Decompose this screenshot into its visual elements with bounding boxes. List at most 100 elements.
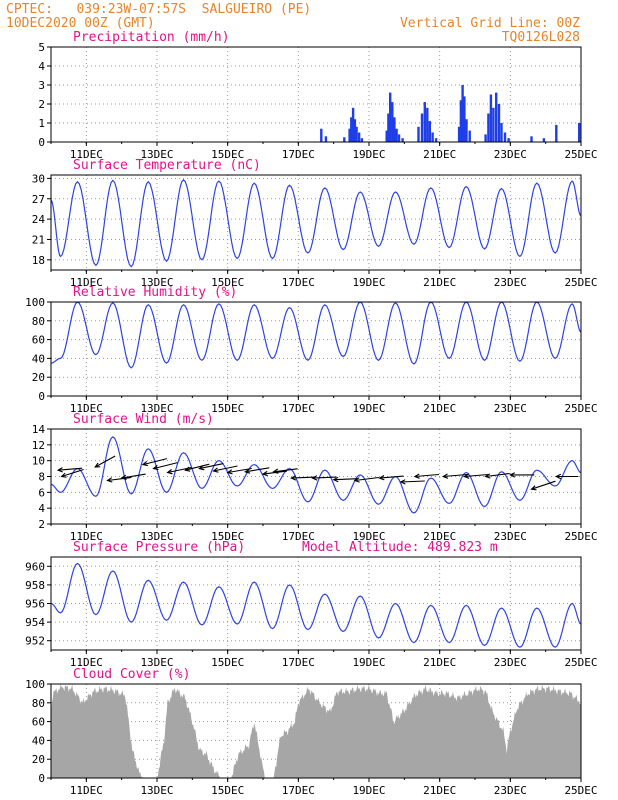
temp-ytick-label: 18	[32, 254, 45, 267]
wind-arrow	[273, 468, 298, 473]
pressure-annotation: Model Altitude: 489.823 m	[302, 540, 498, 555]
precip-bar	[492, 107, 495, 142]
precip-xtick-label: 11DEC	[70, 148, 103, 161]
precip-bar	[320, 128, 323, 142]
temp-grid	[51, 175, 582, 270]
temp-xtick-label: 25DEC	[564, 276, 597, 289]
rh-xtick-label: 11DEC	[70, 402, 103, 415]
header-line1-right: Vertical Grid Line: 00Z	[400, 16, 580, 31]
wind-arrow-head	[184, 466, 191, 472]
temp-title: Surface Temperature (nC)	[73, 158, 261, 173]
pressure-xtick-label: 21DEC	[423, 656, 456, 669]
rh-xtick-label: 23DEC	[494, 402, 527, 415]
precip-bar	[357, 132, 361, 142]
cloud-xtick-label: 19DEC	[352, 784, 385, 797]
precip-bar	[500, 123, 503, 142]
pressure-ytick-label: 952	[25, 635, 45, 648]
panel-temp: Surface Temperature (nC) 18 21 24 27 30 11DEC 1…	[32, 158, 598, 289]
wind-arrow-head	[290, 475, 297, 481]
pressure-xtick-label: 15DEC	[211, 656, 244, 669]
precip-bar	[387, 113, 390, 142]
temp-xtick-label: 13DEC	[140, 276, 173, 289]
wind-xtick-label: 23DEC	[494, 530, 527, 543]
wind-arrow	[58, 467, 83, 471]
cloud-frame	[50, 683, 582, 779]
wind-arrow-head	[94, 462, 101, 468]
wind-arrow-head	[226, 469, 233, 475]
wind-data	[51, 436, 581, 514]
wind-title: Surface Wind (m/s)	[73, 412, 214, 427]
pressure-ytick-label: 958	[25, 579, 45, 592]
wind-arrow	[107, 476, 132, 482]
wind-arrow-head	[166, 469, 173, 475]
wind-arrow	[199, 463, 224, 470]
wind-xtick-label: 21DEC	[423, 530, 456, 543]
wind-arrow	[153, 462, 178, 470]
precip-bar	[420, 113, 424, 142]
temp-xtick-label: 11DEC	[70, 276, 103, 289]
wind-arrow	[400, 480, 425, 483]
precip-bar	[360, 138, 364, 142]
cloud-ytick-label: 40	[32, 734, 45, 747]
wind-arrow	[227, 467, 252, 474]
pressure-xtick-label: 13DEC	[140, 656, 173, 669]
wind-xtick-label: 13DEC	[140, 530, 173, 543]
wind-arrow-head	[332, 476, 339, 483]
precip-bar	[459, 100, 463, 142]
precip-bar	[503, 132, 507, 142]
precip-bar	[578, 123, 581, 142]
cloud-xtick-label: 15DEC	[211, 784, 244, 797]
wind-arrow-head	[555, 473, 562, 480]
precip-bar	[461, 85, 464, 142]
wind-xtick-label: 11DEC	[70, 530, 103, 543]
rh-xtick-label: 17DEC	[282, 402, 315, 415]
pressure-xtick-label: 25DEC	[564, 656, 597, 669]
precip-ytick-label: 2	[38, 98, 45, 111]
wind-arrow	[443, 473, 468, 478]
temp-ytick-label: 24	[32, 213, 46, 226]
pressure-grid	[51, 557, 582, 650]
pressure-ytick-label: 956	[25, 598, 45, 611]
cloud-title: Cloud Cover (%)	[73, 667, 190, 682]
wind-ytick-label: 14	[32, 423, 46, 436]
temp-ytick-label: 27	[32, 193, 45, 206]
precip-xtick-label: 21DEC	[423, 148, 456, 161]
precip-bar	[353, 119, 357, 142]
precip-bar	[343, 137, 346, 142]
wind-arrow-head	[60, 472, 67, 478]
wind-arrow-head	[353, 477, 360, 483]
temp-ytick-label: 21	[32, 233, 45, 246]
precip-bar	[431, 132, 434, 142]
cloud-data	[51, 684, 581, 778]
pressure-title: Surface Pressure (hPa)	[73, 540, 245, 555]
wind-arrow	[312, 476, 337, 479]
pressure-ytick-label: 954	[25, 616, 45, 629]
pressure-xtick-label: 11DEC	[70, 656, 103, 669]
precip-xtick-label: 25DEC	[564, 148, 597, 161]
cloud-xtick-label: 21DEC	[423, 784, 456, 797]
wind-arrow	[333, 478, 358, 481]
precip-bar	[351, 107, 355, 142]
wind-arrow	[531, 480, 556, 490]
wind-arrows	[56, 455, 579, 491]
wind-xtick-label: 25DEC	[564, 530, 597, 543]
wind-xtick-label: 17DEC	[282, 530, 315, 543]
precip-xtick-label: 19DEC	[352, 148, 385, 161]
precip-bar	[463, 96, 466, 142]
wind-arrow-head	[509, 472, 516, 478]
wind-ytick-label: 6	[38, 486, 45, 499]
wind-arrow-head	[413, 473, 420, 479]
pressure-xtick-label: 19DEC	[352, 656, 385, 669]
precip-ytick-label: 4	[38, 60, 45, 73]
rh-series-line	[51, 302, 581, 369]
wind-arrow	[94, 455, 116, 468]
cloud-ytick-label: 100	[25, 678, 45, 691]
precip-bar	[423, 102, 426, 142]
panel-cloud: Cloud Cover (%) 0 20 40 60 80 100 11DEC 13DEC 15D…	[25, 667, 597, 797]
wind-ytick-label: 10	[32, 455, 45, 468]
cloud-ytick-label: 60	[32, 716, 45, 729]
wind-arrow-head	[212, 467, 219, 473]
temp-frame	[50, 174, 582, 271]
precip-bar	[465, 119, 468, 142]
precip-frame	[50, 46, 582, 143]
